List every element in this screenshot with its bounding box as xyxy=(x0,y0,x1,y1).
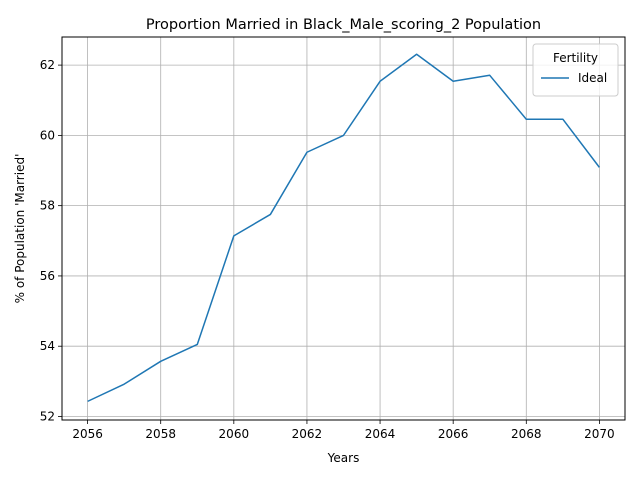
legend-title: Fertility xyxy=(553,51,598,65)
x-axis-ticks: 2056 2058 2060 2062 2064 2066 2068 2070 xyxy=(72,420,615,441)
x-axis-title: Years xyxy=(327,451,360,465)
x-tick-label: 2070 xyxy=(584,427,615,441)
y-tick-label: 52 xyxy=(40,409,55,423)
y-tick-label: 58 xyxy=(40,199,55,213)
y-tick-label: 54 xyxy=(40,339,55,353)
series-line-ideal xyxy=(87,53,601,403)
x-tick-label: 2068 xyxy=(511,427,542,441)
series-lines xyxy=(87,53,601,403)
y-axis-title: % of Population 'Married' xyxy=(13,154,27,304)
plot-area-frame xyxy=(61,36,626,421)
legend: Fertility Ideal xyxy=(532,43,619,97)
x-tick-label: 2056 xyxy=(72,427,103,441)
y-tick-label: 60 xyxy=(40,128,55,142)
x-tick-label: 2060 xyxy=(219,427,250,441)
gridlines xyxy=(62,37,625,420)
chart-title: Proportion Married in Black_Male_scoring… xyxy=(146,17,541,33)
legend-label-ideal: Ideal xyxy=(578,71,607,85)
x-tick-label: 2066 xyxy=(438,427,469,441)
x-tick-label: 2062 xyxy=(292,427,323,441)
x-tick-label: 2064 xyxy=(365,427,396,441)
x-tick-label: 2058 xyxy=(145,427,176,441)
y-tick-label: 56 xyxy=(40,269,55,283)
y-tick-label: 62 xyxy=(40,58,55,72)
legend-box xyxy=(532,43,619,97)
y-axis-ticks: 52 54 56 58 60 62 xyxy=(40,58,62,423)
